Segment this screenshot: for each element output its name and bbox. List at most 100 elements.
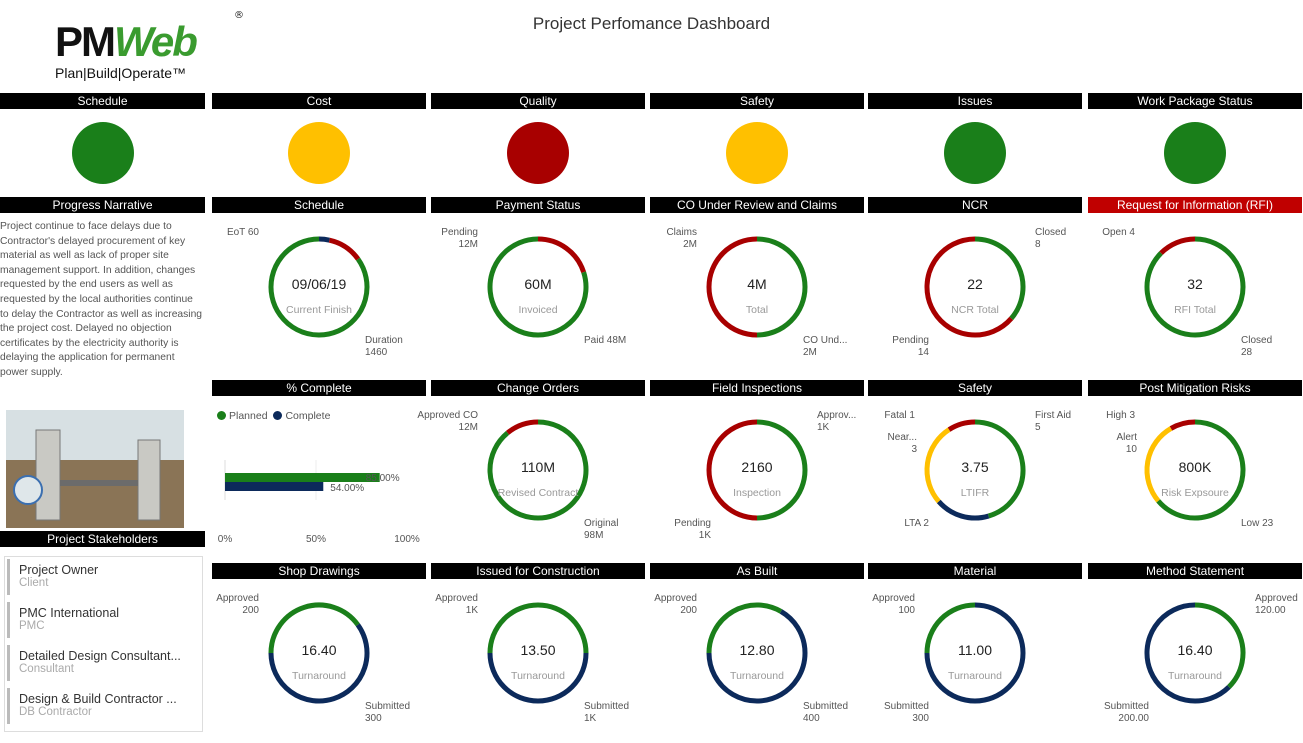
donut-segment[interactable] — [974, 236, 1026, 321]
donut-segment[interactable] — [706, 419, 758, 521]
donut-data-label: Claims — [666, 227, 697, 238]
complete-data-label: 54.00% — [330, 483, 364, 494]
donut-data-label: Pending — [674, 518, 711, 529]
logo-text-web: Web — [114, 18, 198, 65]
donut-segment[interactable] — [328, 237, 361, 261]
donut-value: 4M — [747, 276, 766, 292]
stakeholder-item[interactable]: Project Owner Client — [5, 557, 202, 600]
status-header-3: Safety — [650, 93, 864, 109]
donut-segment[interactable] — [1144, 426, 1173, 503]
status-header-0: Schedule — [0, 93, 205, 109]
x-tick-label: 0% — [218, 534, 233, 545]
donut-data-label: 200 — [680, 605, 697, 616]
donut-caption: NCR Total — [951, 304, 999, 316]
donut-segment[interactable] — [974, 419, 1026, 519]
donut-segment[interactable] — [924, 602, 1026, 704]
panel-header: As Built — [650, 563, 864, 579]
donut-segment[interactable] — [537, 236, 587, 274]
stakeholder-item[interactable]: PMC International PMC — [5, 600, 202, 643]
donut-segment[interactable] — [756, 419, 808, 521]
donut-caption: Turnaround — [1168, 670, 1222, 682]
donut-caption: Invoiced — [518, 304, 557, 316]
donut-segment[interactable] — [487, 652, 589, 704]
donut-segment[interactable] — [1144, 602, 1231, 704]
donut-data-label: High 3 — [1106, 410, 1135, 421]
donut-data-label: Open 4 — [1102, 227, 1135, 238]
donut-segment[interactable] — [506, 419, 539, 435]
panel-header: NCR — [868, 197, 1082, 213]
panel-header: Material — [868, 563, 1082, 579]
donut-data-label: Duration — [365, 335, 403, 346]
donut-segment[interactable] — [487, 236, 589, 338]
donut-segment[interactable] — [1144, 236, 1246, 338]
donut-segment[interactable] — [1156, 419, 1246, 521]
donut-value: 13.50 — [520, 642, 555, 658]
panel-header: Request for Information (RFI) — [1088, 197, 1302, 213]
donut-segment[interactable] — [706, 602, 783, 654]
donut-segment[interactable] — [1169, 419, 1196, 431]
donut-data-label: Approv... — [817, 410, 856, 421]
donut-segment[interactable] — [756, 236, 808, 338]
donut-value: 16.40 — [1177, 642, 1212, 658]
donut-segment[interactable] — [924, 236, 1014, 338]
donut-segment[interactable] — [487, 419, 589, 521]
donut-data-label: 300 — [365, 713, 382, 724]
donut-data-label: Closed — [1241, 335, 1272, 346]
donut-segment[interactable] — [1159, 236, 1196, 255]
donut-segment[interactable] — [268, 602, 360, 654]
donut-data-label: 28 — [1241, 347, 1253, 358]
donut-data-label: Submitted — [365, 701, 410, 712]
donut-data-label: 98M — [584, 530, 603, 541]
stakeholder-item[interactable]: Design & Build Contractor ... DB Contract… — [5, 686, 202, 729]
donut-value: 22 — [967, 276, 983, 292]
complete-bar — [225, 482, 324, 491]
donut-data-label: 1460 — [365, 347, 388, 358]
donut-segment[interactable] — [706, 236, 758, 338]
x-tick-label: 100% — [394, 534, 420, 545]
donut-data-label: Low 23 — [1241, 518, 1274, 529]
donut-data-label: 1K — [699, 530, 712, 541]
donut-data-label: Pending — [441, 227, 478, 238]
donut-caption: Turnaround — [511, 670, 565, 682]
donut-segment[interactable] — [487, 602, 589, 654]
donut-segment[interactable] — [706, 609, 808, 704]
donut-data-label: 100 — [898, 605, 915, 616]
donut-data-label: Approved CO — [417, 410, 478, 421]
stakeholders-list[interactable]: Project Owner Client PMC International PMC D… — [4, 556, 203, 732]
stakeholder-item[interactable]: Detailed Design Consultant... Consultant — [5, 643, 202, 686]
panel-header: Safety — [868, 380, 1082, 396]
donut-segment[interactable] — [268, 623, 370, 704]
donut-segment[interactable] — [1194, 602, 1246, 689]
donut-segment[interactable] — [318, 236, 330, 243]
logo-text-pm: PM — [55, 18, 116, 65]
donut-data-label: 2M — [803, 347, 817, 358]
donut-segment[interactable] — [936, 499, 990, 521]
donut-segment[interactable] — [947, 419, 976, 432]
complete-bar-chart: 85.00%54.00% 0% 50% 100% — [218, 460, 420, 545]
donut-data-label: 2M — [683, 239, 697, 250]
status-header-5: Work Package Status — [1088, 93, 1302, 109]
logo-tagline: Plan|Build|Operate™ — [55, 65, 187, 81]
donut-data-label: Paid 48M — [584, 335, 626, 346]
donut-segment[interactable] — [924, 602, 976, 654]
donut-segment[interactable] — [268, 236, 370, 338]
donut-data-label: LTA 2 — [904, 518, 929, 529]
donut-segment[interactable] — [924, 427, 951, 504]
status-light-1 — [288, 122, 350, 184]
donut-data-label: Submitted — [1104, 701, 1149, 712]
legend-complete-dot — [273, 411, 283, 420]
